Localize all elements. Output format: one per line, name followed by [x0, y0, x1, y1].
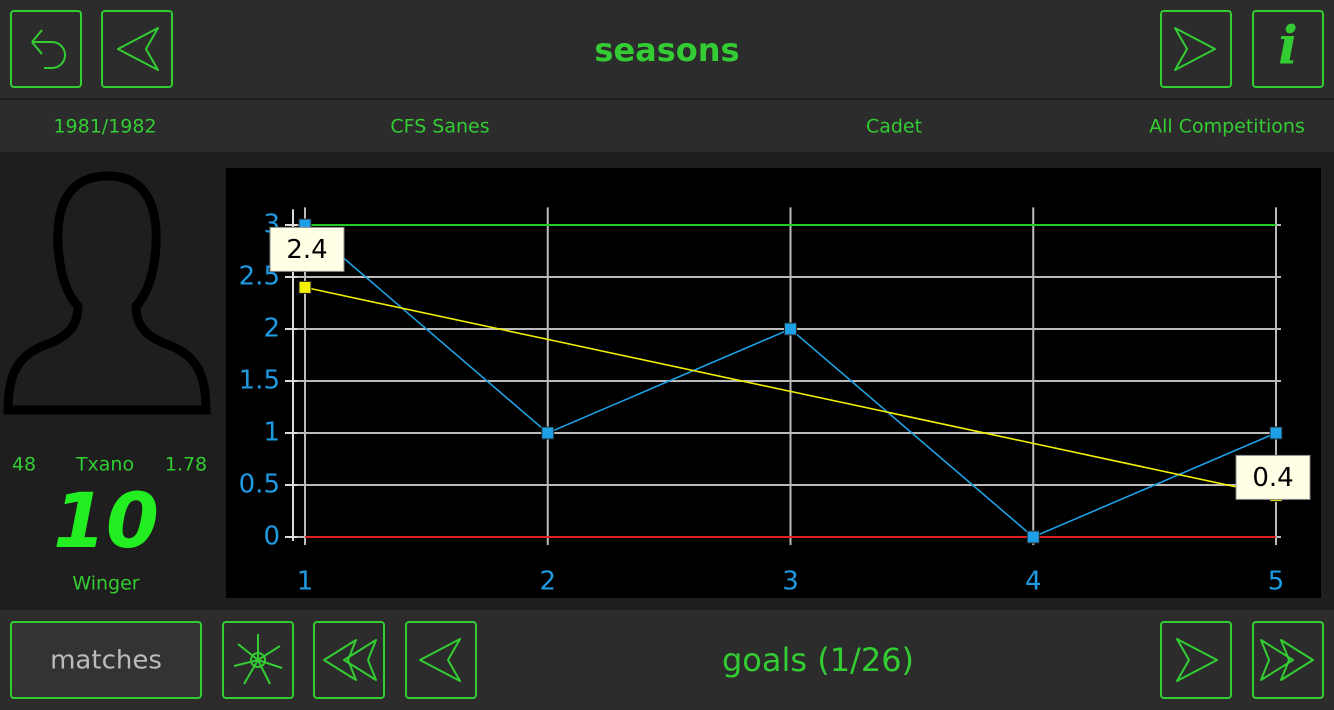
player-name: Txano — [75, 454, 134, 476]
prev-stat-button[interactable] — [405, 621, 477, 699]
player-avatar — [3, 171, 211, 415]
point-marker — [1269, 426, 1283, 440]
y-tick-label: 2 — [263, 314, 280, 344]
y-tick-label: 0.5 — [239, 470, 280, 500]
chart: 00.511.522.531 2 3 4 52.40.4 — [239, 207, 1311, 597]
y-tick-label: 1.5 — [239, 366, 280, 396]
x-tick-label: 2 — [539, 567, 556, 597]
point-marker — [541, 426, 555, 440]
value-label: 0.4 — [1252, 463, 1293, 493]
filter-competition[interactable]: All Competitions — [1149, 116, 1305, 138]
value-label: 2.4 — [286, 235, 327, 265]
player-weight: 48 — [12, 454, 36, 476]
player-height: 1.78 — [165, 454, 207, 476]
info-button[interactable]: i — [1252, 10, 1324, 88]
x-tick-label: 5 — [1268, 567, 1285, 597]
filter-team[interactable]: CFS Sanes — [390, 116, 489, 138]
y-tick-label: 0 — [263, 522, 280, 552]
top-bar — [0, 0, 1334, 98]
player-position: Winger — [72, 573, 139, 595]
point-marker — [298, 280, 312, 294]
point-marker — [784, 322, 797, 336]
next-stat-button[interactable] — [1160, 621, 1232, 699]
player-number: 10 — [53, 476, 159, 565]
x-tick-label: 3 — [782, 567, 799, 597]
next-button[interactable] — [1160, 10, 1232, 88]
first-button[interactable] — [313, 621, 385, 699]
matches-label[interactable]: matches — [50, 646, 162, 676]
svg-text:i: i — [1278, 16, 1298, 77]
matches-button[interactable]: matches — [10, 621, 202, 699]
filter-season[interactable]: 1981/1982 — [53, 116, 156, 138]
value-label-box — [269, 226, 345, 272]
filter-bar — [0, 100, 1334, 152]
prev-button[interactable] — [101, 10, 173, 88]
footer-title: goals (1/26) — [722, 641, 914, 679]
header-title: seasons — [594, 31, 739, 69]
last-button[interactable] — [1252, 621, 1324, 699]
series-line — [304, 286, 1277, 497]
back-button[interactable] — [10, 10, 82, 88]
value-label-box — [1235, 454, 1311, 500]
chart-area — [226, 168, 1321, 598]
network-button[interactable] — [222, 621, 294, 699]
y-tick-label: 1 — [263, 418, 280, 448]
x-tick-label: 4 — [1025, 567, 1042, 597]
point-marker — [1026, 530, 1040, 544]
filter-category[interactable]: Cadet — [866, 116, 922, 138]
x-tick-label: 1 — [297, 567, 314, 597]
